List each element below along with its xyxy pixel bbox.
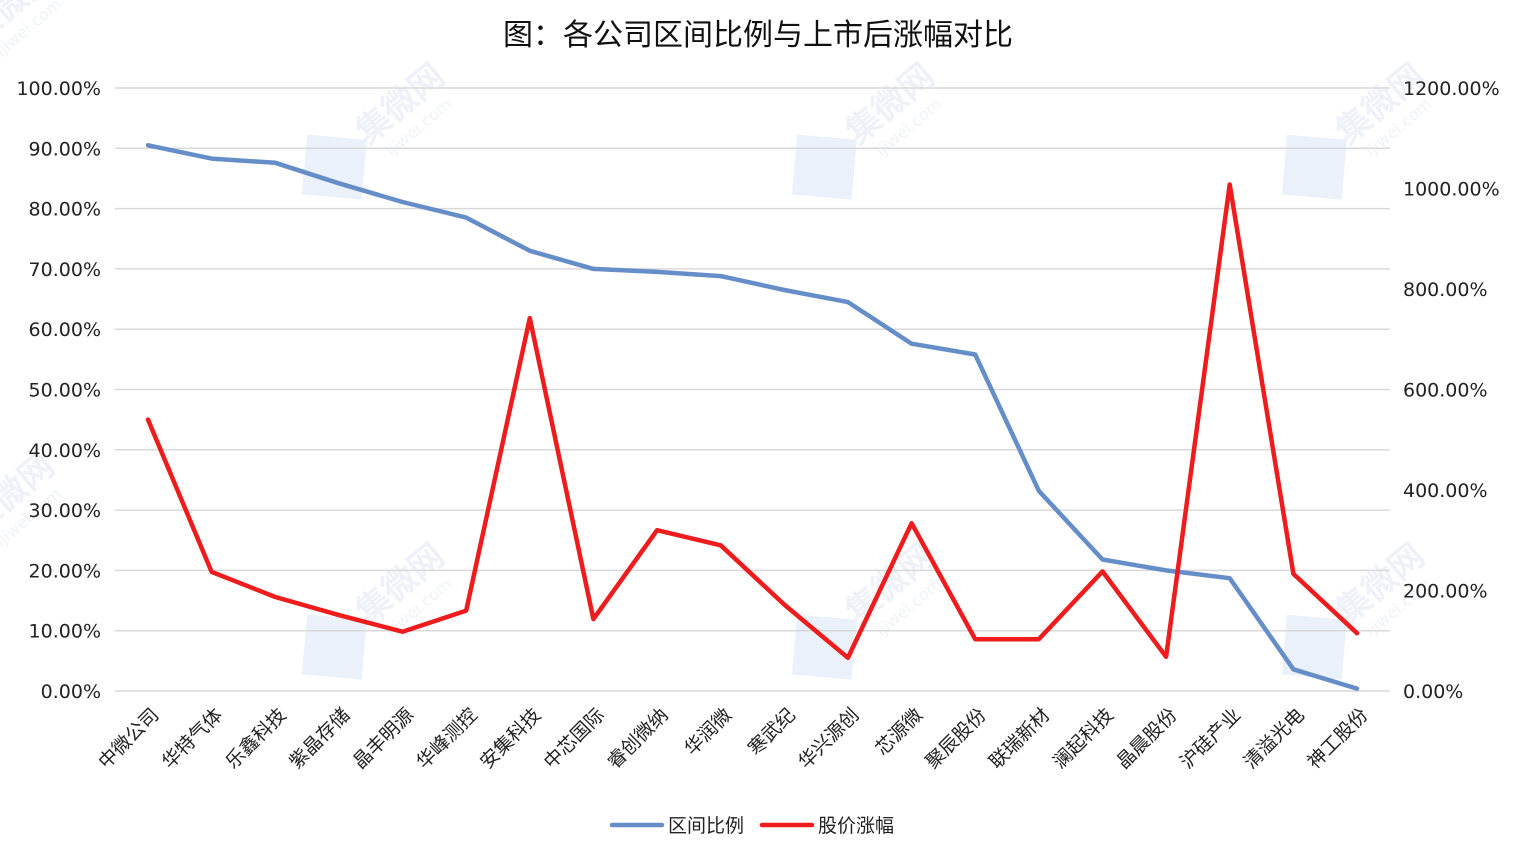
watermark-logo-icon [791,614,857,680]
gridlines [115,87,1390,692]
x-tick-label: 睿创微纳 [603,704,672,773]
right-y-tick-label: 800.00% [1403,279,1488,301]
x-tick-label: 中微公司 [94,704,163,773]
x-tick-label: 华峰测控 [412,704,481,773]
left-y-tick-label: 80.00% [29,199,101,221]
x-tick-label: 中芯国际 [540,704,609,773]
x-tick-label: 清溢光电 [1240,704,1309,773]
left-y-tick-label: 70.00% [29,259,101,281]
right-y-tick-label: 1200.00% [1403,78,1500,100]
legend: 区间比例 股价涨幅 [609,815,894,837]
watermark-logo-icon [301,134,367,200]
x-tick-label: 澜起科技 [1049,704,1118,773]
x-tick-label: 晶丰明源 [349,704,418,773]
x-axis: 中微公司华特气体乐鑫科技紫晶存储晶丰明源华峰测控安集科技中芯国际睿创微纳 华润微寒… [94,704,1372,773]
x-tick-label: 紫晶存储 [285,704,354,773]
left-y-tick-label: 40.00% [29,440,101,462]
x-tick-label: 晶晨股份 [1112,704,1181,773]
left-y-tick-label: 20.00% [29,560,101,582]
x-tick-label: 华兴源创 [794,704,863,773]
series-line-1 [145,143,1360,691]
left-y-tick-label: 100.00% [16,78,101,100]
left-y-tick-label: 10.00% [29,621,101,643]
x-tick-label: 华润微 [680,704,736,760]
right-y-tick-label: 1000.00% [1403,179,1500,201]
x-tick-label: 聚辰股份 [921,704,990,773]
right-y-tick-label: 400.00% [1403,480,1488,502]
watermark-logo-icon [1281,134,1347,200]
right-y-tick-label: 600.00% [1403,380,1488,402]
legend-label: 股价涨幅 [818,815,894,837]
x-tick-label: 联瑞新材 [985,704,1054,773]
right-y-tick-label: 0.00% [1403,681,1463,703]
watermark-logo-icon [791,134,857,200]
left-y-tick-label: 60.00% [29,319,101,341]
series-layer [145,143,1360,691]
x-tick-label: 安集科技 [476,704,545,773]
x-tick-label: 华特气体 [158,704,227,773]
series-line-2 [145,182,1360,661]
x-tick-label: 寒武纪 [744,704,800,760]
left-y-tick-label: 30.00% [29,500,101,522]
left-y-tick-label: 90.00% [29,138,101,160]
right-y-axis: 0.00% 200.00% 400.00% 600.00% 800.00% 1000.00… [1403,78,1500,703]
left-y-axis: 0.00% 10.00% 20.00% 30.00% 40.00% 50.00% 60.00… [16,78,101,703]
x-tick-label: 沪硅产业 [1176,704,1245,773]
legend-label: 区间比例 [668,815,744,837]
x-tick-label: 芯源微 [871,704,927,760]
left-y-tick-label: 50.00% [29,380,101,402]
x-tick-label: 乐鑫科技 [221,704,290,773]
watermark-logo-icon [301,614,367,680]
right-y-tick-label: 200.00% [1403,581,1488,603]
left-y-tick-label: 0.00% [41,681,101,703]
chart-title: 图：各公司区间比例与上市后涨幅对比 [503,18,1013,53]
x-tick-label: 神工股份 [1303,704,1372,773]
